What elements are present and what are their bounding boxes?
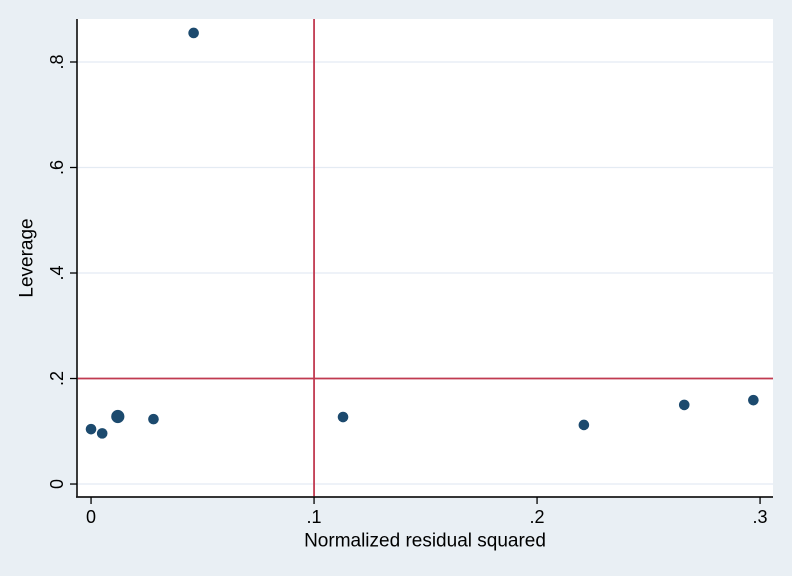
x-axis-title: Normalized residual squared	[304, 530, 546, 552]
scatter-point	[85, 423, 97, 435]
scatter-point	[748, 394, 759, 406]
x-tick-label: .3	[753, 507, 768, 527]
y-axis-title: Leverage	[16, 218, 38, 298]
y-tick-label: .2	[47, 371, 67, 386]
scatter-point	[578, 419, 590, 431]
x-tick-label: .2	[530, 507, 545, 527]
scatter-point	[337, 411, 349, 423]
y-tick-label: .4	[47, 266, 67, 281]
plot-area-background	[77, 19, 773, 497]
scatter-point	[148, 413, 159, 425]
y-tick-label: .6	[47, 160, 67, 175]
scatter-point	[111, 409, 125, 424]
x-tick-label: 0	[86, 507, 96, 527]
scatter-point	[96, 428, 108, 439]
scatter-point	[188, 27, 199, 39]
x-tick-label: .1	[307, 507, 322, 527]
scatter-point	[678, 399, 690, 411]
y-tick-label: .8	[47, 54, 67, 69]
y-tick-label: 0	[47, 479, 67, 489]
